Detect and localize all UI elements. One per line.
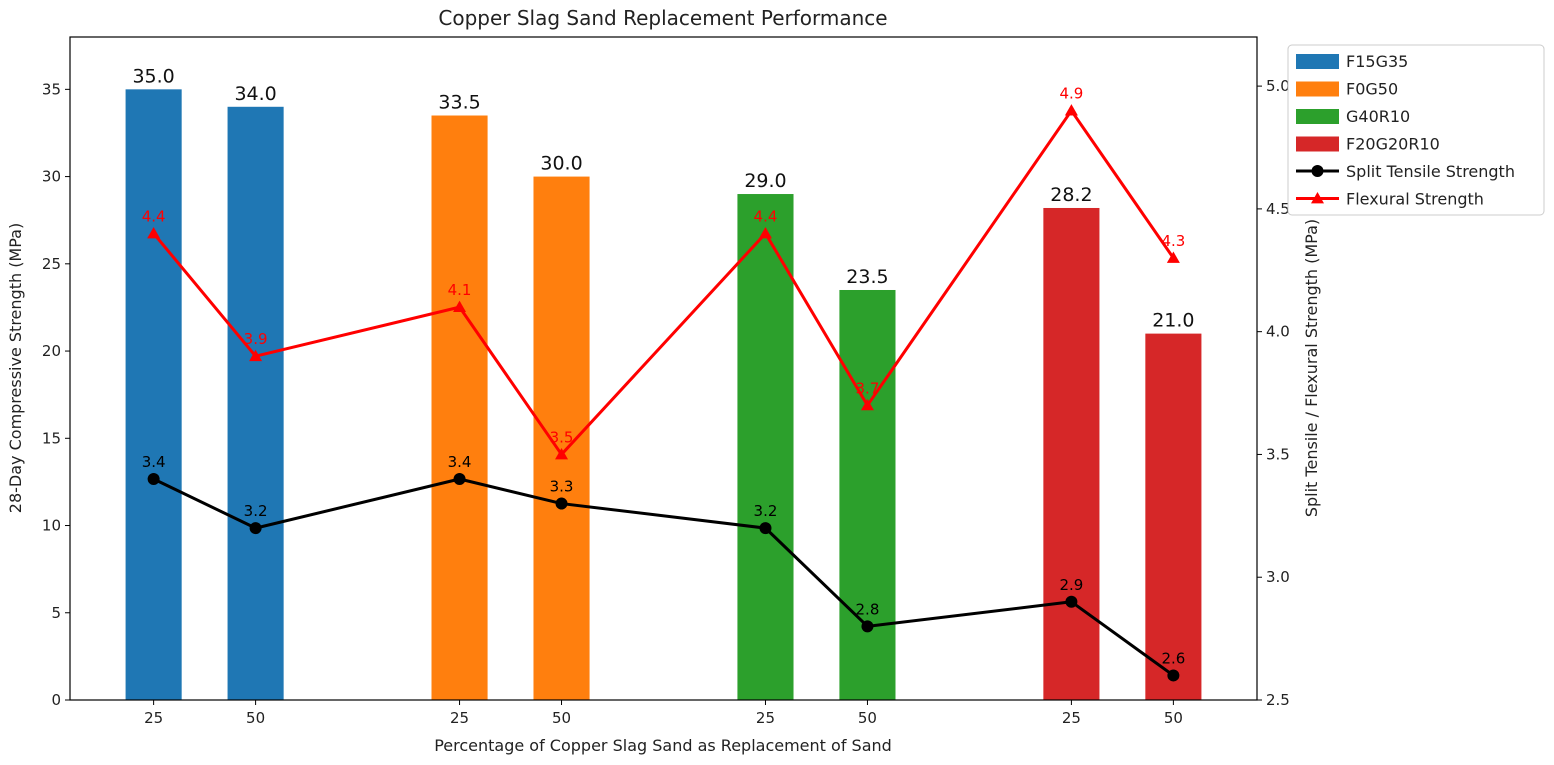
flexural-point [860,398,874,411]
split-tensile-label: 3.3 [550,478,574,496]
y-tick-label: 10 [42,517,61,535]
bar-g40r10-50 [839,289,896,700]
bar-value-label: 34.0 [234,83,276,105]
flexural-label: 4.3 [1161,232,1185,250]
split-tensile-point [147,473,160,485]
bar-value-label: 30.0 [540,153,582,175]
legend-label: Flexural Strength [1346,190,1484,209]
legend-swatch-g40r10 [1296,109,1339,124]
x-axis: 25 50 25 50 25 50 25 50 [144,700,1183,727]
split-tensile-point [555,497,568,510]
bar-g40r10-25 [737,194,794,700]
flexural-label: 3.9 [244,330,268,348]
flexural-label: 4.4 [142,207,166,225]
y2-tick-label: 2.5 [1266,691,1290,709]
y-tick-label: 35 [42,80,61,98]
flexural-point [758,226,772,239]
y-tick-label: 25 [42,255,61,273]
split-tensile-point [759,522,772,535]
bar-value-label: 28.2 [1050,184,1092,206]
split-tensile-label: 2.6 [1161,649,1185,667]
y-tick-label: 5 [51,604,61,622]
y-tick-label: 15 [42,429,61,447]
x-tick-label: 50 [858,709,877,727]
split-tensile-point [1065,595,1078,608]
bar-value-label: 23.5 [846,266,888,288]
split-tensile-label: 3.2 [244,502,268,520]
legend-marker [1311,165,1324,177]
legend-label: F20G20R10 [1346,135,1440,154]
y-tick-label: 0 [51,691,61,709]
legend-swatch-f15g35 [1296,54,1339,69]
legend-box [1287,44,1545,216]
y2-tick-label: 5.0 [1266,77,1290,95]
bars-layer [125,89,1202,701]
bar-f20g20r10-50 [1145,333,1202,700]
split-tensile-point [453,473,466,485]
bar-value-label: 33.5 [438,92,480,114]
flexural-point [1064,104,1078,116]
bar-f20g20r10-25 [1043,207,1100,701]
bar-f0g50-50 [533,176,590,700]
legend-label: F0G50 [1346,80,1398,99]
flexural-label: 3.5 [550,428,574,446]
legend-marker [1311,192,1324,204]
flexural-point [147,226,161,239]
x-tick-label: 25 [1062,709,1081,727]
bar-value-label: 21.0 [1152,310,1194,332]
line-flexural-strength [152,109,1175,456]
split-tensile-point [249,522,262,535]
flexural-point [249,349,263,362]
y2-axis-title: Split Tensile / Flexural Strength (MPa) [1302,219,1321,517]
y-tick-label: 30 [42,168,61,186]
split-tensile-label: 3.4 [142,453,166,471]
x-tick-label: 50 [1164,709,1183,727]
y2-tick-label: 3.5 [1266,445,1290,463]
legend-label: G40R10 [1346,107,1410,126]
x-tick-label: 25 [144,709,163,727]
y-axis-title: 28-Day Compressive Strength (MPa) [6,223,25,513]
flexural-point [453,300,467,312]
flexural-label: 4.4 [754,207,778,225]
y2-tick-label: 4.0 [1266,323,1290,341]
flexural-point [555,447,569,460]
legend-swatch-f0g50 [1296,81,1339,97]
y-tick-label: 20 [42,342,61,360]
x-axis-title: Percentage of Copper Slag Sand as Replac… [434,736,892,755]
y-axis-left: 0 5 10 15 20 25 30 35 [42,80,70,709]
bar-f15g35-50 [227,106,284,701]
split-tensile-label: 3.4 [448,453,472,471]
flexural-point [1166,251,1180,263]
flexural-label: 4.1 [448,281,472,299]
y2-tick-label: 4.5 [1266,200,1290,218]
x-tick-label: 50 [246,709,265,727]
split-tensile-point [861,620,874,633]
flexural-label: 3.7 [856,379,880,397]
labels-layer: 35.0 34.0 33.5 30.0 29.0 23.5 28.2 21.0 3.4 3.2 3.… [132,65,1194,667]
chart-title: Copper Slag Sand Replacement Performance [438,6,887,30]
flexural-label: 4.9 [1059,85,1083,103]
bar-value-label: 35.0 [132,65,174,87]
bar-value-label: 29.0 [744,170,786,192]
legend: F15G35 F0G50 G40R10 F20G20R10 Split Tensile … [1287,44,1545,216]
x-tick-label: 25 [450,709,469,727]
split-tensile-label: 2.8 [856,600,880,618]
y2-tick-label: 3.0 [1266,568,1290,586]
x-tick-label: 50 [552,709,571,727]
y-axis-right: 2.5 3.0 3.5 4.0 4.5 5.0 [1257,77,1290,709]
line-split-tensile-strength [152,477,1175,677]
lines-layer [147,104,1180,682]
legend-label: Split Tensile Strength [1346,162,1515,181]
legend-swatch-f20g20r10 [1296,136,1339,152]
split-tensile-point [1167,669,1180,682]
split-tensile-label: 3.2 [754,502,778,520]
split-tensile-label: 2.9 [1059,576,1083,594]
legend-label: F15G35 [1346,52,1408,71]
plot-area-frame [69,36,1258,701]
bar-f0g50-25 [431,115,488,700]
bar-f15g35-25 [125,89,182,701]
x-tick-label: 25 [756,709,775,727]
